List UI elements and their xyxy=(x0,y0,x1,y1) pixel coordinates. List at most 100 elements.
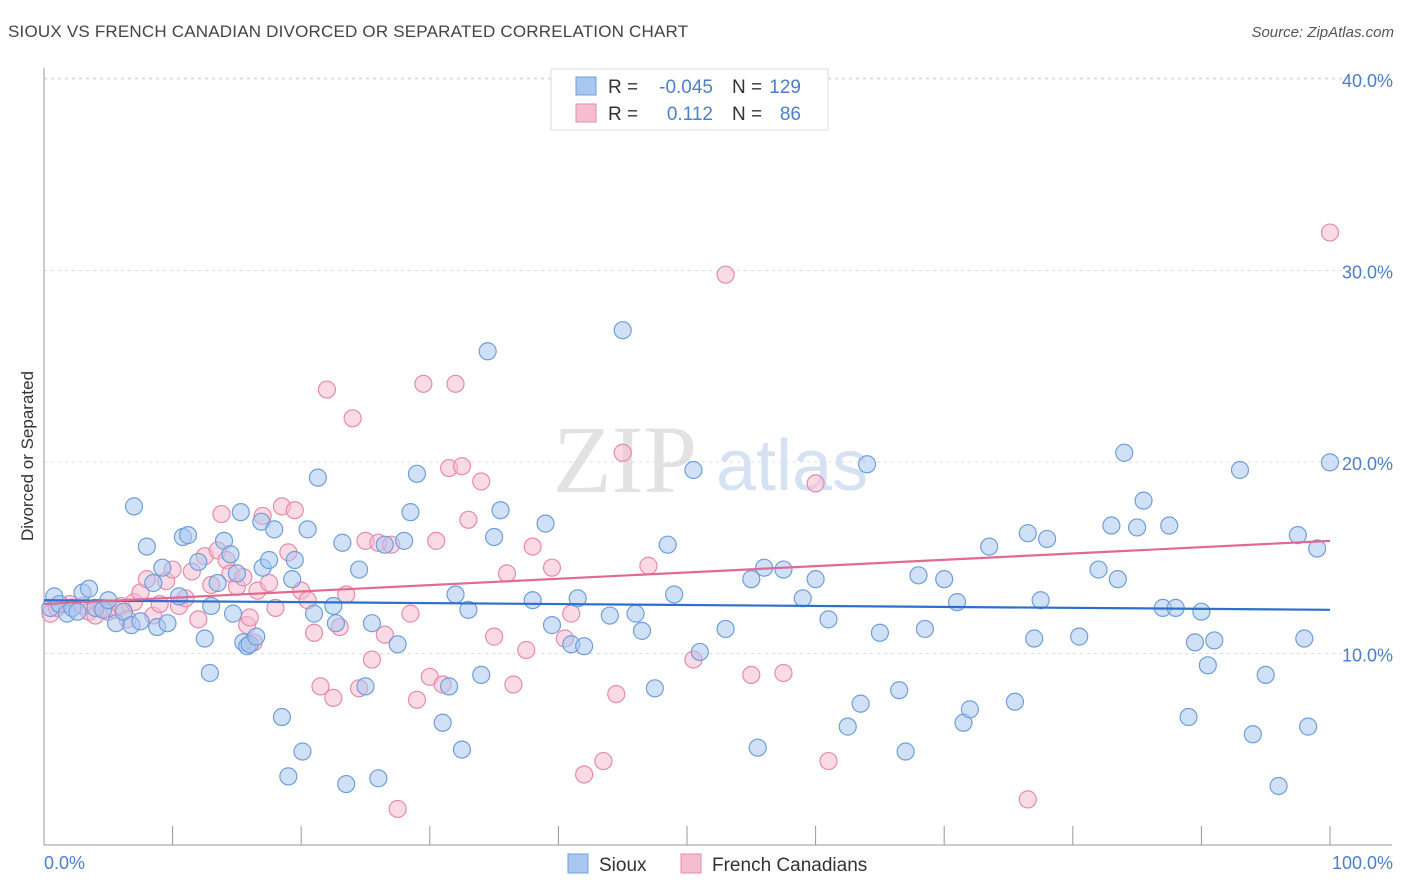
point-sioux-99 xyxy=(890,681,909,700)
point-sioux-72 xyxy=(523,591,542,610)
y-tick-label-10: 10.0% xyxy=(1342,646,1393,666)
point-sioux-133 xyxy=(1295,629,1314,648)
point-sioux-110 xyxy=(1025,629,1044,648)
point-sioux-51 xyxy=(326,614,346,633)
point-sioux-30 xyxy=(221,545,240,564)
point-sioux-80 xyxy=(626,604,645,623)
point-sioux-100 xyxy=(896,742,915,761)
point-sioux-92 xyxy=(793,589,812,608)
point-sioux-93 xyxy=(806,570,825,589)
x-ticks xyxy=(43,826,1331,845)
point-sioux-108 xyxy=(1005,692,1025,711)
trendline-french xyxy=(43,539,1331,606)
point-sioux-129 xyxy=(1243,725,1262,744)
point-french-87 xyxy=(1320,223,1340,242)
point-sioux-44 xyxy=(283,570,302,589)
point-sioux-63 xyxy=(433,713,452,732)
point-sioux-128 xyxy=(1230,460,1250,480)
point-sioux-113 xyxy=(1070,627,1089,646)
point-sioux-59 xyxy=(388,635,407,654)
point-sioux-17 xyxy=(144,573,163,593)
point-sioux-73 xyxy=(536,514,555,533)
trendline-sioux xyxy=(43,599,1331,611)
point-sioux-112 xyxy=(1037,529,1057,549)
point-french-58 xyxy=(414,374,433,393)
point-french-15 xyxy=(150,594,169,614)
point-sioux-84 xyxy=(665,585,684,604)
trend-lines xyxy=(43,539,1331,611)
point-sioux-5 xyxy=(68,602,87,621)
point-sioux-50 xyxy=(324,596,343,616)
point-sioux-66 xyxy=(452,740,472,759)
point-french-42 xyxy=(304,623,324,642)
point-french-60 xyxy=(427,531,446,550)
point-french-48 xyxy=(343,409,362,428)
point-sioux-57 xyxy=(369,769,388,788)
point-sioux-65 xyxy=(446,585,465,604)
point-sioux-40 xyxy=(259,550,279,570)
point-sioux-68 xyxy=(472,665,491,685)
point-sioux-69 xyxy=(478,342,497,361)
point-sioux-136 xyxy=(1320,453,1340,472)
point-sioux-85 xyxy=(684,460,703,480)
legend-swatch-french xyxy=(575,103,597,123)
point-french-53 xyxy=(375,625,394,644)
point-sioux-114 xyxy=(1089,560,1108,579)
point-sioux-88 xyxy=(742,570,761,589)
series-legend-swatch-sioux xyxy=(567,853,589,874)
point-sioux-118 xyxy=(1127,518,1147,537)
point-french-66 xyxy=(472,472,491,491)
point-sioux-49 xyxy=(308,468,328,487)
point-sioux-67 xyxy=(459,600,478,619)
point-french-79 xyxy=(639,556,658,575)
point-french-78 xyxy=(613,443,632,462)
point-sioux-81 xyxy=(632,621,652,640)
point-sioux-45 xyxy=(285,550,304,570)
point-sioux-107 xyxy=(980,537,999,556)
point-sioux-130 xyxy=(1256,665,1275,685)
point-french-51 xyxy=(362,650,382,669)
point-sioux-60 xyxy=(394,531,414,550)
watermark: ZIP atlas xyxy=(553,406,868,513)
point-sioux-76 xyxy=(568,589,587,608)
axes xyxy=(43,68,1392,846)
point-french-72 xyxy=(542,558,562,577)
point-french-44 xyxy=(317,380,337,399)
point-french-68 xyxy=(497,564,517,583)
point-sioux-77 xyxy=(575,637,594,656)
point-french-83 xyxy=(774,663,793,683)
point-sioux-102 xyxy=(915,619,935,639)
point-sioux-123 xyxy=(1179,707,1198,727)
point-sioux-20 xyxy=(158,614,177,633)
point-french-77 xyxy=(607,684,626,704)
legend-n-value-sioux: 129 xyxy=(769,77,801,98)
point-sioux-109 xyxy=(1018,524,1037,543)
point-sioux-86 xyxy=(690,642,709,662)
point-sioux-125 xyxy=(1192,602,1211,621)
point-sioux-71 xyxy=(491,501,510,520)
correlation-legend: R = -0.045 N = 129 R = 0.112 N = 86 xyxy=(550,68,829,131)
y-tick-labels: 10.0% 20.0% 30.0% 40.0% xyxy=(1342,71,1393,666)
point-sioux-79 xyxy=(613,321,632,340)
point-french-43 xyxy=(311,677,330,696)
point-french-69 xyxy=(504,675,523,694)
point-sioux-15 xyxy=(131,612,150,631)
point-sioux-46 xyxy=(293,742,312,761)
point-sioux-19 xyxy=(153,558,172,577)
point-sioux-119 xyxy=(1134,491,1153,510)
point-french-31 xyxy=(240,608,259,627)
point-french-25 xyxy=(212,504,231,524)
point-sioux-74 xyxy=(542,616,562,635)
point-sioux-101 xyxy=(909,566,928,585)
point-sioux-27 xyxy=(202,596,221,616)
point-french-84 xyxy=(806,474,825,493)
point-sioux-58 xyxy=(375,535,394,554)
point-french-65 xyxy=(459,510,478,529)
point-french-56 xyxy=(401,604,420,623)
point-french-45 xyxy=(324,688,343,707)
source-label: Source: ZipAtlas.com xyxy=(1251,24,1394,41)
y-tick-label-30: 30.0% xyxy=(1342,263,1393,283)
point-sioux-94 xyxy=(819,610,838,629)
point-sioux-26 xyxy=(200,663,219,683)
point-sioux-42 xyxy=(272,707,292,727)
